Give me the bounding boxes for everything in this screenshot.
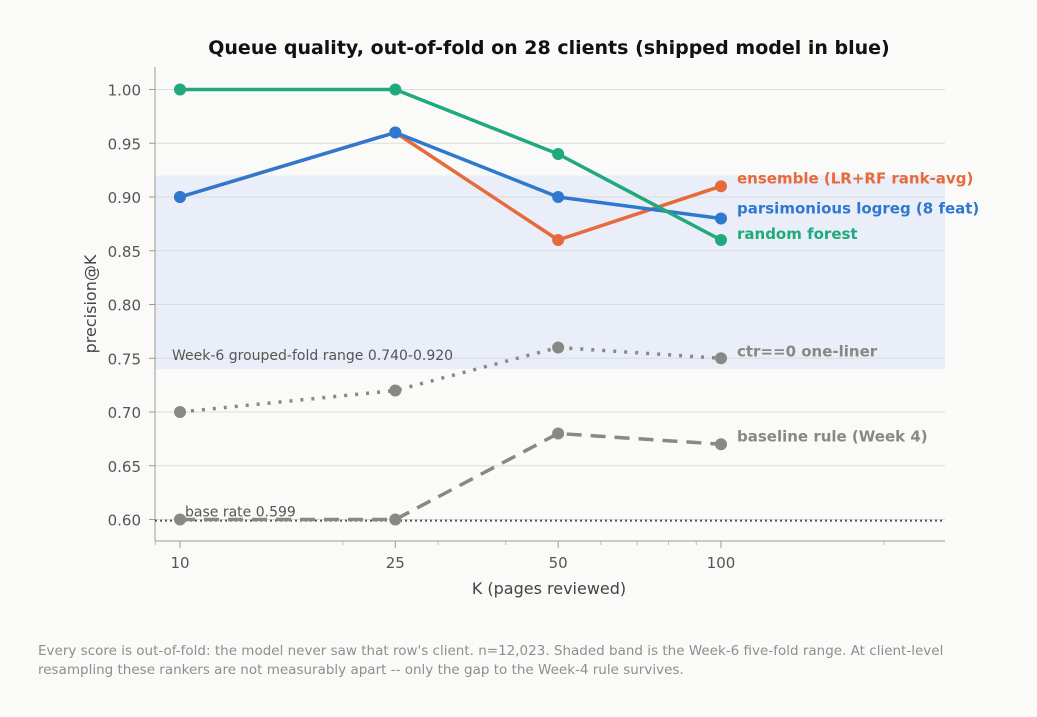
series-line [180,431,722,522]
data-point [715,352,727,365]
data-point [715,212,727,225]
y-tick-label: 0.90 [108,189,141,207]
series-label: parsimonious logreg (8 feat) [737,200,979,218]
data-point [174,83,186,96]
series-line [179,130,722,221]
y-tick-label: 0.60 [108,512,141,530]
data-point [552,341,565,354]
footnote: Every score is out-of-fold: the model ne… [38,643,944,678]
x-tick-label: 10 [170,554,189,572]
y-tick-label: 1.00 [108,82,141,100]
band-annotation: Week-6 grouped-fold range 0.740-0.920 [172,348,453,364]
y-axis-label: precision@K [81,254,100,353]
series-label: random forest [737,225,858,243]
series-label: ensemble (LR+RF rank-avg) [737,169,973,187]
data-point [174,406,186,418]
data-point [389,513,402,526]
x-tick-label: 50 [549,554,568,572]
y-tick-label: 0.65 [108,458,141,476]
x-axis-label: K (pages reviewed) [472,579,626,598]
data-point [715,180,727,193]
data-point [389,83,402,96]
data-point [389,126,402,139]
data-point [552,234,565,246]
data-point [174,191,186,203]
series-label: baseline rule (Week 4) [737,427,928,445]
y-tick-label: 0.95 [108,135,141,153]
series-label: ctr==0 one-liner [737,342,878,360]
y-tick-label: 0.75 [108,350,141,368]
y-tick-label: 0.80 [108,297,141,315]
chart-title: Queue quality, out-of-fold on 28 clients… [208,37,889,59]
data-point [552,427,565,440]
y-tick-label: 0.85 [108,243,141,261]
plot-area: 0.60 0.65 0.70 0.75 0.80 0.85 0.90 0.95 1.00 10 25… [108,67,979,572]
base-rate-annotation: base rate 0.599 [185,505,296,521]
range-band [155,175,945,369]
data-point [552,148,565,160]
y-tick-label: 0.70 [108,404,141,422]
data-point [715,438,727,451]
data-point [715,234,727,246]
x-tick-label: 25 [386,554,405,572]
data-point [174,513,186,526]
data-point [552,191,565,203]
data-point [389,384,402,397]
x-tick-label: 100 [707,554,736,572]
series-line [180,87,722,242]
